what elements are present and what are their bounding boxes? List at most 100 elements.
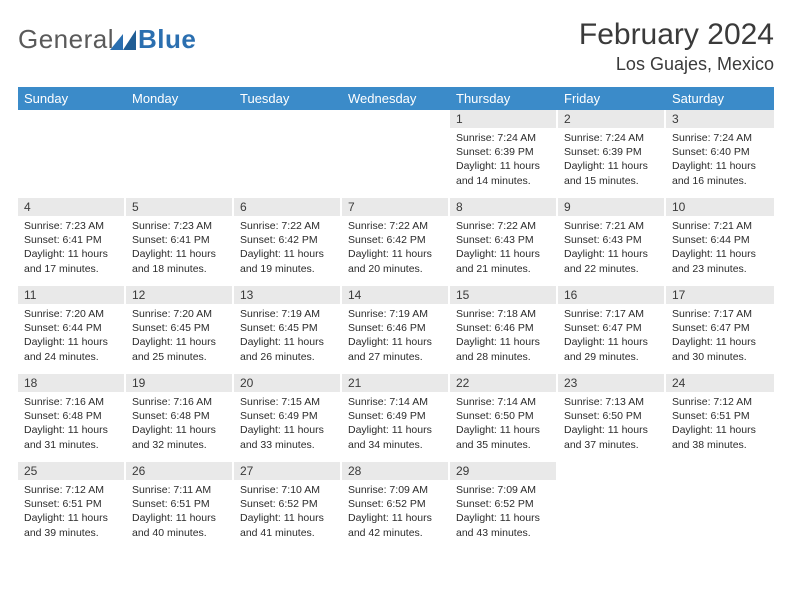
daylight-line: Daylight: 11 hours and 35 minutes. bbox=[456, 423, 552, 451]
calendar-cell: 14Sunrise: 7:19 AMSunset: 6:46 PMDayligh… bbox=[342, 286, 450, 374]
calendar-cell: 28Sunrise: 7:09 AMSunset: 6:52 PMDayligh… bbox=[342, 462, 450, 550]
sunrise-line: Sunrise: 7:24 AM bbox=[672, 131, 768, 145]
calendar-cell: 13Sunrise: 7:19 AMSunset: 6:45 PMDayligh… bbox=[234, 286, 342, 374]
calendar-row: 11Sunrise: 7:20 AMSunset: 6:44 PMDayligh… bbox=[18, 286, 774, 374]
sunrise-line: Sunrise: 7:12 AM bbox=[24, 483, 120, 497]
day-number: 27 bbox=[234, 462, 342, 480]
calendar-row: 4Sunrise: 7:23 AMSunset: 6:41 PMDaylight… bbox=[18, 198, 774, 286]
sunrise-line: Sunrise: 7:23 AM bbox=[132, 219, 228, 233]
calendar-cell: 12Sunrise: 7:20 AMSunset: 6:45 PMDayligh… bbox=[126, 286, 234, 374]
calendar-cell bbox=[126, 110, 234, 198]
weekday-header: Monday bbox=[126, 87, 234, 110]
day-number: 6 bbox=[234, 198, 342, 216]
sunset-line: Sunset: 6:41 PM bbox=[132, 233, 228, 247]
calendar-cell: 2Sunrise: 7:24 AMSunset: 6:39 PMDaylight… bbox=[558, 110, 666, 198]
sunset-line: Sunset: 6:39 PM bbox=[564, 145, 660, 159]
daylight-line: Daylight: 11 hours and 41 minutes. bbox=[240, 511, 336, 539]
daylight-line: Daylight: 11 hours and 22 minutes. bbox=[564, 247, 660, 275]
sunrise-line: Sunrise: 7:16 AM bbox=[24, 395, 120, 409]
sunrise-line: Sunrise: 7:22 AM bbox=[456, 219, 552, 233]
day-details: Sunrise: 7:21 AMSunset: 6:44 PMDaylight:… bbox=[666, 216, 774, 282]
daylight-line: Daylight: 11 hours and 17 minutes. bbox=[24, 247, 120, 275]
day-details: Sunrise: 7:19 AMSunset: 6:46 PMDaylight:… bbox=[342, 304, 450, 370]
day-details: Sunrise: 7:18 AMSunset: 6:46 PMDaylight:… bbox=[450, 304, 558, 370]
brand-text: GeneralBlue bbox=[18, 24, 196, 55]
sunset-line: Sunset: 6:43 PM bbox=[456, 233, 552, 247]
day-number bbox=[126, 110, 234, 128]
calendar-cell: 9Sunrise: 7:21 AMSunset: 6:43 PMDaylight… bbox=[558, 198, 666, 286]
sunrise-line: Sunrise: 7:15 AM bbox=[240, 395, 336, 409]
day-number: 24 bbox=[666, 374, 774, 392]
daylight-line: Daylight: 11 hours and 33 minutes. bbox=[240, 423, 336, 451]
sunrise-line: Sunrise: 7:19 AM bbox=[348, 307, 444, 321]
calendar-cell: 7Sunrise: 7:22 AMSunset: 6:42 PMDaylight… bbox=[342, 198, 450, 286]
day-details: Sunrise: 7:22 AMSunset: 6:42 PMDaylight:… bbox=[234, 216, 342, 282]
calendar-cell: 16Sunrise: 7:17 AMSunset: 6:47 PMDayligh… bbox=[558, 286, 666, 374]
calendar-row: 1Sunrise: 7:24 AMSunset: 6:39 PMDaylight… bbox=[18, 110, 774, 198]
sunset-line: Sunset: 6:40 PM bbox=[672, 145, 768, 159]
calendar-cell: 18Sunrise: 7:16 AMSunset: 6:48 PMDayligh… bbox=[18, 374, 126, 462]
weekday-header: Tuesday bbox=[234, 87, 342, 110]
sunset-line: Sunset: 6:44 PM bbox=[24, 321, 120, 335]
calendar-cell: 1Sunrise: 7:24 AMSunset: 6:39 PMDaylight… bbox=[450, 110, 558, 198]
day-details: Sunrise: 7:17 AMSunset: 6:47 PMDaylight:… bbox=[558, 304, 666, 370]
sunrise-line: Sunrise: 7:24 AM bbox=[456, 131, 552, 145]
sunset-line: Sunset: 6:51 PM bbox=[132, 497, 228, 511]
day-details: Sunrise: 7:23 AMSunset: 6:41 PMDaylight:… bbox=[126, 216, 234, 282]
brand-logo: GeneralBlue bbox=[18, 18, 196, 55]
sunrise-line: Sunrise: 7:20 AM bbox=[24, 307, 120, 321]
sunrise-line: Sunrise: 7:21 AM bbox=[564, 219, 660, 233]
sunrise-line: Sunrise: 7:13 AM bbox=[564, 395, 660, 409]
daylight-line: Daylight: 11 hours and 31 minutes. bbox=[24, 423, 120, 451]
brand-part1: General bbox=[18, 24, 114, 54]
sunrise-line: Sunrise: 7:22 AM bbox=[348, 219, 444, 233]
calendar-cell bbox=[342, 110, 450, 198]
calendar-cell: 26Sunrise: 7:11 AMSunset: 6:51 PMDayligh… bbox=[126, 462, 234, 550]
calendar-cell bbox=[666, 462, 774, 550]
sunrise-line: Sunrise: 7:19 AM bbox=[240, 307, 336, 321]
weekday-header: Friday bbox=[558, 87, 666, 110]
day-number bbox=[558, 462, 666, 480]
weekday-header: Wednesday bbox=[342, 87, 450, 110]
sunset-line: Sunset: 6:51 PM bbox=[672, 409, 768, 423]
weekday-header: Saturday bbox=[666, 87, 774, 110]
sunrise-line: Sunrise: 7:11 AM bbox=[132, 483, 228, 497]
sunrise-line: Sunrise: 7:17 AM bbox=[672, 307, 768, 321]
calendar-cell bbox=[18, 110, 126, 198]
sunrise-line: Sunrise: 7:20 AM bbox=[132, 307, 228, 321]
day-number: 20 bbox=[234, 374, 342, 392]
day-number bbox=[234, 110, 342, 128]
day-number: 21 bbox=[342, 374, 450, 392]
calendar-head: SundayMondayTuesdayWednesdayThursdayFrid… bbox=[18, 87, 774, 110]
calendar-body: 1Sunrise: 7:24 AMSunset: 6:39 PMDaylight… bbox=[18, 110, 774, 550]
day-details: Sunrise: 7:23 AMSunset: 6:41 PMDaylight:… bbox=[18, 216, 126, 282]
sunrise-line: Sunrise: 7:22 AM bbox=[240, 219, 336, 233]
calendar-cell: 11Sunrise: 7:20 AMSunset: 6:44 PMDayligh… bbox=[18, 286, 126, 374]
sunset-line: Sunset: 6:46 PM bbox=[456, 321, 552, 335]
day-details: Sunrise: 7:17 AMSunset: 6:47 PMDaylight:… bbox=[666, 304, 774, 370]
sunrise-line: Sunrise: 7:10 AM bbox=[240, 483, 336, 497]
day-details: Sunrise: 7:12 AMSunset: 6:51 PMDaylight:… bbox=[18, 480, 126, 546]
sunset-line: Sunset: 6:48 PM bbox=[132, 409, 228, 423]
day-number: 23 bbox=[558, 374, 666, 392]
daylight-line: Daylight: 11 hours and 38 minutes. bbox=[672, 423, 768, 451]
day-details: Sunrise: 7:09 AMSunset: 6:52 PMDaylight:… bbox=[342, 480, 450, 546]
day-details: Sunrise: 7:20 AMSunset: 6:45 PMDaylight:… bbox=[126, 304, 234, 370]
day-details: Sunrise: 7:09 AMSunset: 6:52 PMDaylight:… bbox=[450, 480, 558, 546]
calendar-row: 25Sunrise: 7:12 AMSunset: 6:51 PMDayligh… bbox=[18, 462, 774, 550]
weekday-header: Sunday bbox=[18, 87, 126, 110]
day-details: Sunrise: 7:22 AMSunset: 6:43 PMDaylight:… bbox=[450, 216, 558, 282]
sunset-line: Sunset: 6:51 PM bbox=[24, 497, 120, 511]
daylight-line: Daylight: 11 hours and 27 minutes. bbox=[348, 335, 444, 363]
day-details: Sunrise: 7:14 AMSunset: 6:49 PMDaylight:… bbox=[342, 392, 450, 458]
sunrise-line: Sunrise: 7:09 AM bbox=[456, 483, 552, 497]
daylight-line: Daylight: 11 hours and 30 minutes. bbox=[672, 335, 768, 363]
day-details: Sunrise: 7:24 AMSunset: 6:39 PMDaylight:… bbox=[450, 128, 558, 194]
calendar-cell: 5Sunrise: 7:23 AMSunset: 6:41 PMDaylight… bbox=[126, 198, 234, 286]
day-number: 25 bbox=[18, 462, 126, 480]
brand-mark-icon bbox=[110, 26, 136, 48]
calendar-cell: 10Sunrise: 7:21 AMSunset: 6:44 PMDayligh… bbox=[666, 198, 774, 286]
day-number: 17 bbox=[666, 286, 774, 304]
calendar-cell: 8Sunrise: 7:22 AMSunset: 6:43 PMDaylight… bbox=[450, 198, 558, 286]
sunset-line: Sunset: 6:46 PM bbox=[348, 321, 444, 335]
